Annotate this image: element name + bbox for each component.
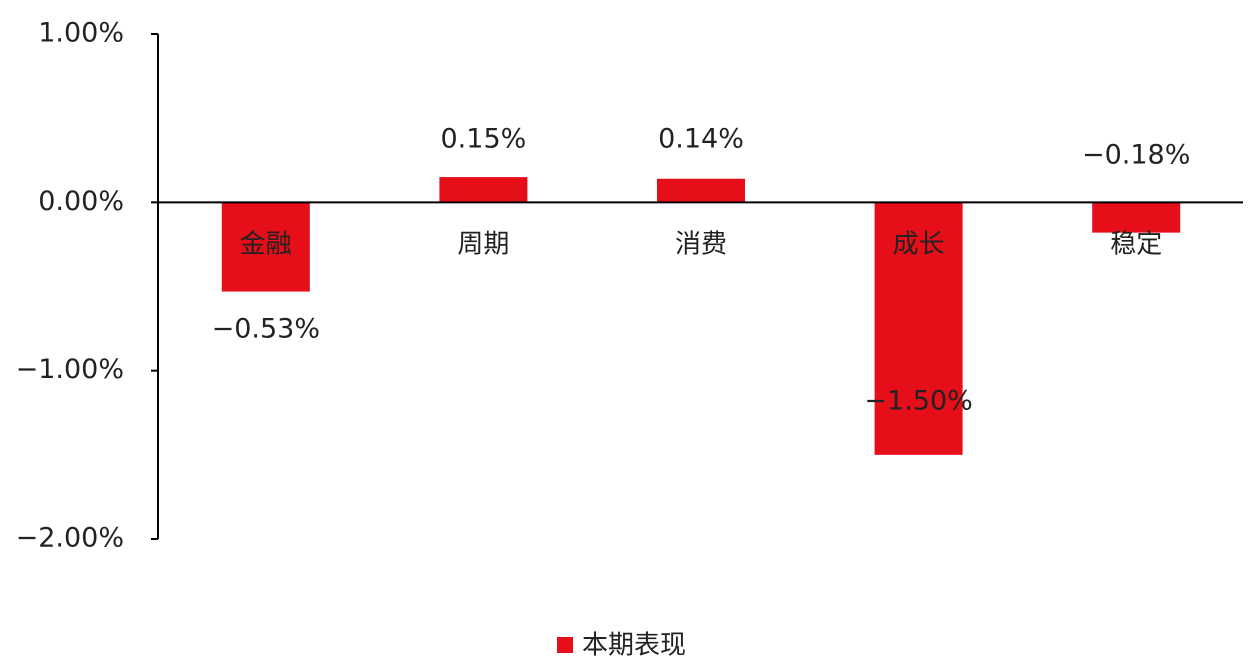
- x-tick-label: 稳定: [1110, 230, 1162, 260]
- bar: [874, 202, 963, 455]
- y-tick-label: −1.00%: [16, 354, 124, 385]
- y-tick-label: −2.00%: [16, 523, 124, 554]
- bar: [1092, 202, 1181, 233]
- legend-swatch: [557, 637, 573, 653]
- value-label: −0.18%: [1082, 140, 1190, 171]
- value-label: 0.15%: [441, 124, 527, 155]
- value-label: 0.14%: [658, 124, 744, 155]
- x-tick-label: 消费: [675, 230, 727, 260]
- value-label: −0.53%: [212, 314, 320, 345]
- x-tick-label: 成长: [893, 230, 945, 260]
- bar: [221, 202, 310, 292]
- y-tick-label: 1.00%: [38, 18, 124, 49]
- y-tick-label: 0.00%: [38, 186, 124, 217]
- bar: [439, 177, 528, 203]
- bar: [657, 178, 745, 203]
- x-tick-label: 周期: [457, 230, 509, 260]
- x-tick-label: 金融: [240, 230, 292, 260]
- value-label: −1.50%: [864, 386, 972, 417]
- legend-label: 本期表现: [582, 631, 686, 661]
